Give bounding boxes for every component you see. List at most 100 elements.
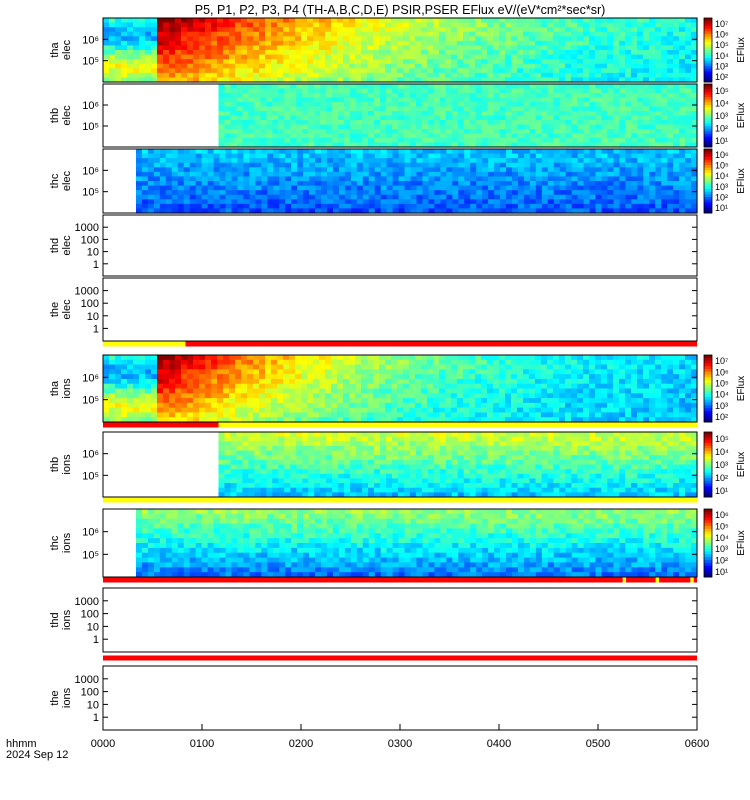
heatmap-cell (368, 149, 376, 155)
heatmap-cell (374, 129, 381, 135)
heatmap-cell (187, 383, 194, 390)
heatmap-cell (475, 72, 482, 79)
heatmap-cell (313, 402, 320, 409)
heatmap-cell (433, 355, 440, 361)
heatmap-cell (601, 106, 608, 112)
heatmap-cell (433, 22, 440, 28)
heatmap-cell (494, 149, 501, 155)
heatmap-cell (667, 77, 674, 83)
heatmap-cell (253, 383, 260, 390)
heatmap-cell (409, 388, 416, 394)
heatmap-cell (679, 88, 686, 94)
heatmap-cell (344, 133, 351, 139)
heatmap-cell (445, 97, 453, 103)
heatmap-cell (589, 120, 596, 126)
heatmap-cell (199, 63, 206, 69)
heatmap-cell (649, 88, 656, 94)
heatmap-cell (589, 106, 596, 112)
heatmap-cell (595, 50, 602, 56)
heatmap-cell (421, 40, 428, 47)
heatmap-cell (171, 190, 179, 196)
heatmap-cell (535, 77, 542, 83)
heatmap-cell (559, 106, 567, 112)
heatmap-cell (679, 111, 686, 117)
heatmap-cell (667, 129, 674, 135)
heatmap-cell (506, 208, 513, 214)
heatmap-cell (279, 208, 286, 214)
heatmap-cell (350, 181, 358, 187)
heatmap-cell (601, 40, 608, 47)
heatmap-cell (679, 77, 686, 83)
heatmap-cell (314, 138, 321, 144)
heatmap-cell (271, 355, 278, 361)
heatmap-cell (433, 120, 441, 126)
heatmap-cell (511, 45, 518, 51)
heatmap-cell (583, 120, 590, 126)
heatmap-cell (205, 45, 212, 51)
heatmap-cell (265, 369, 272, 375)
heatmap-cell (277, 22, 284, 28)
heatmap-cell (385, 63, 392, 69)
heatmap-cell (595, 171, 603, 178)
heatmap-cell (649, 162, 656, 168)
heatmap-cell (253, 402, 260, 409)
heatmap-cell (109, 36, 116, 42)
heatmap-cell (613, 27, 620, 33)
heatmap-cell (571, 68, 578, 74)
heatmap-cell (325, 388, 332, 394)
heatmap-cell (141, 153, 149, 159)
heatmap-cell (428, 203, 436, 210)
heatmap-cell (189, 194, 197, 200)
heatmap-cell (595, 63, 602, 69)
heatmap-cell (451, 63, 458, 69)
heatmap-cell (309, 203, 316, 210)
heatmap-cell (571, 45, 578, 51)
heatmap-cell (241, 31, 248, 37)
heatmap-cell (199, 364, 206, 370)
heatmap-cell (464, 162, 471, 168)
heatmap-cell (195, 149, 203, 155)
heatmap-cell (249, 162, 256, 168)
heatmap-cell (267, 171, 274, 178)
heatmap-cell (493, 31, 500, 37)
heatmap-cell (224, 142, 232, 148)
heatmap-cell (207, 162, 215, 168)
heatmap-cell (637, 88, 644, 94)
heatmap-cell (457, 102, 465, 108)
heatmap-cell (482, 181, 489, 187)
heatmap-cell (517, 106, 525, 112)
heatmap-cell (685, 142, 692, 148)
heatmap-cell (261, 181, 268, 187)
heatmap-cell (261, 167, 268, 173)
heatmap-cell (295, 18, 302, 24)
heatmap-cell (308, 120, 315, 126)
heatmap-cell (199, 22, 206, 28)
heatmap-cell (265, 398, 272, 404)
heatmap-cell (213, 185, 221, 191)
heatmap-cell (499, 133, 507, 139)
heatmap-cell (571, 106, 578, 112)
heatmap-cell (344, 102, 351, 108)
heatmap-cell (259, 31, 266, 37)
heatmap-cell (691, 158, 698, 164)
heatmap-cell (201, 208, 209, 214)
heatmap-cell (385, 412, 392, 418)
heatmap-cell (103, 22, 110, 28)
heatmap-cell (679, 153, 686, 159)
heatmap-cell (499, 124, 507, 130)
heatmap-cell (193, 364, 200, 370)
heatmap-cell (475, 45, 482, 51)
heatmap-cell (163, 31, 170, 37)
heatmap-cell (409, 54, 416, 60)
heatmap-cell (601, 153, 609, 159)
heatmap-cell (427, 133, 435, 139)
heatmap-cell (445, 84, 453, 90)
heatmap-cell (295, 383, 302, 390)
heatmap-cell (231, 162, 239, 168)
heatmap-cell (271, 412, 278, 418)
heatmap-cell (136, 153, 143, 159)
heatmap-cell (499, 383, 506, 390)
heatmap-cell (631, 54, 638, 60)
heatmap-cell (386, 190, 394, 196)
heatmap-cell (315, 194, 322, 200)
